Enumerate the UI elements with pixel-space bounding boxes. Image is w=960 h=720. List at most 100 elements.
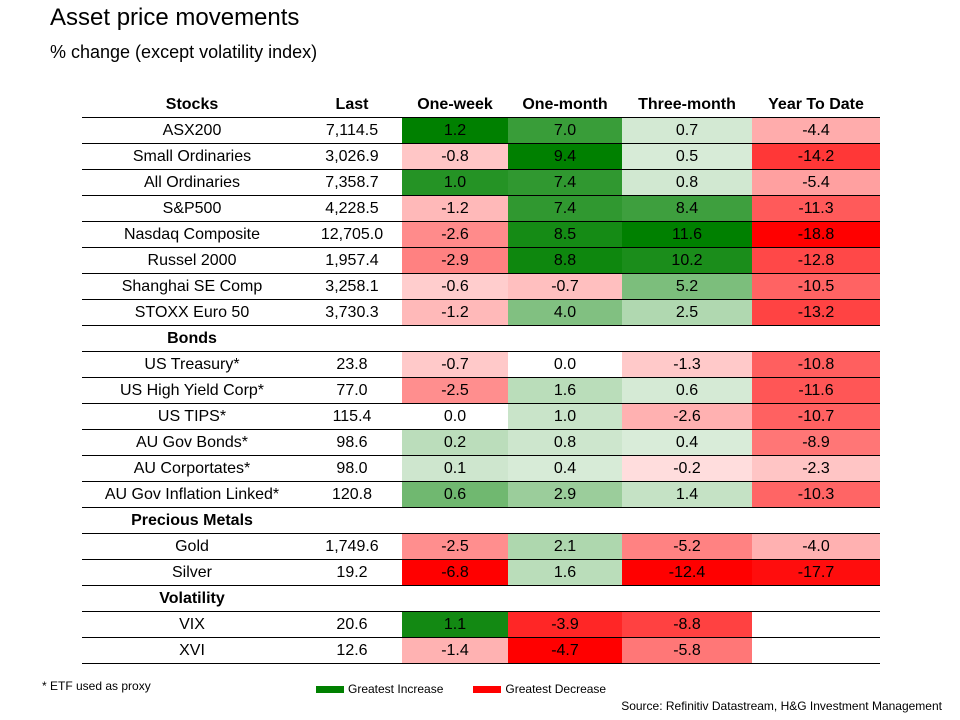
- one-month-value-cell: 2.9: [508, 481, 622, 508]
- section-row-blank-cell: [402, 325, 508, 352]
- row-label: STOXX Euro 50: [82, 299, 302, 326]
- row-label: AU Corportates*: [82, 455, 302, 482]
- table-row-us-high-yield-corp: US High Yield Corp* 77.0 -2.5 1.6 0.6 -11.6: [82, 377, 880, 404]
- year-to-date-value-cell: -4.0: [752, 533, 880, 560]
- year-to-date-value-cell: -2.3: [752, 455, 880, 482]
- chart-title: Asset price movements: [50, 4, 300, 31]
- table-row-shanghai-se-comp: Shanghai SE Comp 3,258.1 -0.6 -0.7 5.2 -10.5: [82, 273, 880, 300]
- three-month-value-cell: -8.8: [622, 611, 752, 638]
- one-week-value-cell: -0.7: [402, 351, 508, 378]
- three-month-value-cell: 2.5: [622, 299, 752, 326]
- one-week-value-cell: -6.8: [402, 559, 508, 586]
- year-to-date-value-cell: -12.8: [752, 247, 880, 274]
- one-week-value-cell: -1.2: [402, 195, 508, 222]
- year-to-date-value-cell: -10.3: [752, 481, 880, 508]
- last-value-cell: 12.6: [302, 637, 402, 664]
- one-week-value-cell: -1.4: [402, 637, 508, 664]
- year-to-date-value-cell: -8.9: [752, 429, 880, 456]
- one-week-value-cell: 0.1: [402, 455, 508, 482]
- three-month-value-cell: 0.4: [622, 429, 752, 456]
- one-month-value-cell: 7.4: [508, 195, 622, 222]
- one-month-value-cell: -3.9: [508, 611, 622, 638]
- one-week-value-cell: 1.0: [402, 169, 508, 196]
- table-row-all-ordinaries: All Ordinaries 7,358.7 1.0 7.4 0.8 -5.4: [82, 169, 880, 196]
- one-week-value-cell: -2.5: [402, 533, 508, 560]
- one-week-value-cell: 1.1: [402, 611, 508, 638]
- row-label: XVI: [82, 637, 302, 664]
- row-label: Gold: [82, 533, 302, 560]
- section-row-blank-cell: [302, 585, 402, 612]
- one-month-value-cell: 1.6: [508, 559, 622, 586]
- chart-subtitle: % change (except volatility index): [50, 42, 318, 62]
- last-value-cell: 23.8: [302, 351, 402, 378]
- table-row-silver: Silver 19.2 -6.8 1.6 -12.4 -17.7: [82, 559, 880, 586]
- table-row-gold: Gold 1,749.6 -2.5 2.1 -5.2 -4.0: [82, 533, 880, 560]
- row-label: Shanghai SE Comp: [82, 273, 302, 300]
- row-label: Russel 2000: [82, 247, 302, 274]
- last-value-cell: 20.6: [302, 611, 402, 638]
- three-month-value-cell: -1.3: [622, 351, 752, 378]
- one-week-value-cell: 0.2: [402, 429, 508, 456]
- three-month-value-cell: 11.6: [622, 221, 752, 248]
- three-month-value-cell: 8.4: [622, 195, 752, 222]
- section-row-blank-cell: [508, 325, 622, 352]
- legend-swatch-decrease: [473, 685, 502, 693]
- table-row-vix: VIX 20.6 1.1 -3.9 -8.8: [82, 611, 880, 638]
- table-row-small-ordinaries: Small Ordinaries 3,026.9 -0.8 9.4 0.5 -14.2: [82, 143, 880, 170]
- three-month-value-cell: 0.8: [622, 169, 752, 196]
- legend-item-decrease: Greatest Decrease: [473, 682, 606, 696]
- asset-price-table: Stocks Last One-week One-month Three-mon…: [82, 92, 880, 664]
- one-week-value-cell: 1.2: [402, 117, 508, 144]
- year-to-date-value-cell: -4.4: [752, 117, 880, 144]
- last-value-cell: 120.8: [302, 481, 402, 508]
- legend: Greatest Increase Greatest Decrease: [316, 682, 636, 696]
- last-value-cell: 7,114.5: [302, 117, 402, 144]
- row-label: VIX: [82, 611, 302, 638]
- section-row-blank-cell: [302, 325, 402, 352]
- source-note: Source: Refinitiv Datastream, H&G Invest…: [621, 699, 942, 713]
- one-month-value-cell: 4.0: [508, 299, 622, 326]
- row-label: ASX200: [82, 117, 302, 144]
- last-value-cell: 115.4: [302, 403, 402, 430]
- section-row-blank-cell: [622, 507, 752, 534]
- one-month-value-cell: 9.4: [508, 143, 622, 170]
- last-value-cell: 3,026.9: [302, 143, 402, 170]
- last-value-cell: 3,730.3: [302, 299, 402, 326]
- section-header-volatility: Volatility: [82, 585, 302, 612]
- section-row-bonds: Bonds: [82, 325, 880, 352]
- section-header-precious-metals: Precious Metals: [82, 507, 302, 534]
- one-week-value-cell: -2.6: [402, 221, 508, 248]
- section-row-blank-cell: [622, 585, 752, 612]
- three-month-value-cell: 5.2: [622, 273, 752, 300]
- row-label: Silver: [82, 559, 302, 586]
- last-value-cell: 98.6: [302, 429, 402, 456]
- section-row-volatility: Volatility: [82, 585, 880, 612]
- three-month-value-cell: -0.2: [622, 455, 752, 482]
- year-to-date-value-cell: -10.8: [752, 351, 880, 378]
- column-header-three-month: Three-month: [622, 92, 752, 118]
- last-value-cell: 77.0: [302, 377, 402, 404]
- year-to-date-value-cell: -11.6: [752, 377, 880, 404]
- table-row-au-corportates: AU Corportates* 98.0 0.1 0.4 -0.2 -2.3: [82, 455, 880, 482]
- last-value-cell: 19.2: [302, 559, 402, 586]
- table-row-nasdaq-composite: Nasdaq Composite 12,705.0 -2.6 8.5 11.6 -18.8: [82, 221, 880, 248]
- table-body: ASX200 7,114.5 1.2 7.0 0.7 -4.4 Small Ordinari…: [82, 117, 880, 664]
- three-month-value-cell: -12.4: [622, 559, 752, 586]
- last-value-cell: 1,957.4: [302, 247, 402, 274]
- three-month-value-cell: 1.4: [622, 481, 752, 508]
- three-month-value-cell: 0.5: [622, 143, 752, 170]
- table-row-russel-2000: Russel 2000 1,957.4 -2.9 8.8 10.2 -12.8: [82, 247, 880, 274]
- section-row-blank-cell: [508, 585, 622, 612]
- year-to-date-value-cell: -13.2: [752, 299, 880, 326]
- legend-label-decrease: Greatest Decrease: [505, 682, 607, 696]
- legend-item-increase: Greatest Increase: [316, 682, 443, 696]
- section-row-blank-cell: [752, 325, 880, 352]
- table-row-au-gov-bonds: AU Gov Bonds* 98.6 0.2 0.8 0.4 -8.9: [82, 429, 880, 456]
- table-row-us-tips: US TIPS* 115.4 0.0 1.0 -2.6 -10.7: [82, 403, 880, 430]
- year-to-date-value-cell: [752, 611, 880, 638]
- one-week-value-cell: -1.2: [402, 299, 508, 326]
- row-label: AU Gov Inflation Linked*: [82, 481, 302, 508]
- three-month-value-cell: 10.2: [622, 247, 752, 274]
- footnote: * ETF used as proxy: [42, 679, 151, 693]
- table-row-au-gov-inflation-linked: AU Gov Inflation Linked* 120.8 0.6 2.9 1.4 -1…: [82, 481, 880, 508]
